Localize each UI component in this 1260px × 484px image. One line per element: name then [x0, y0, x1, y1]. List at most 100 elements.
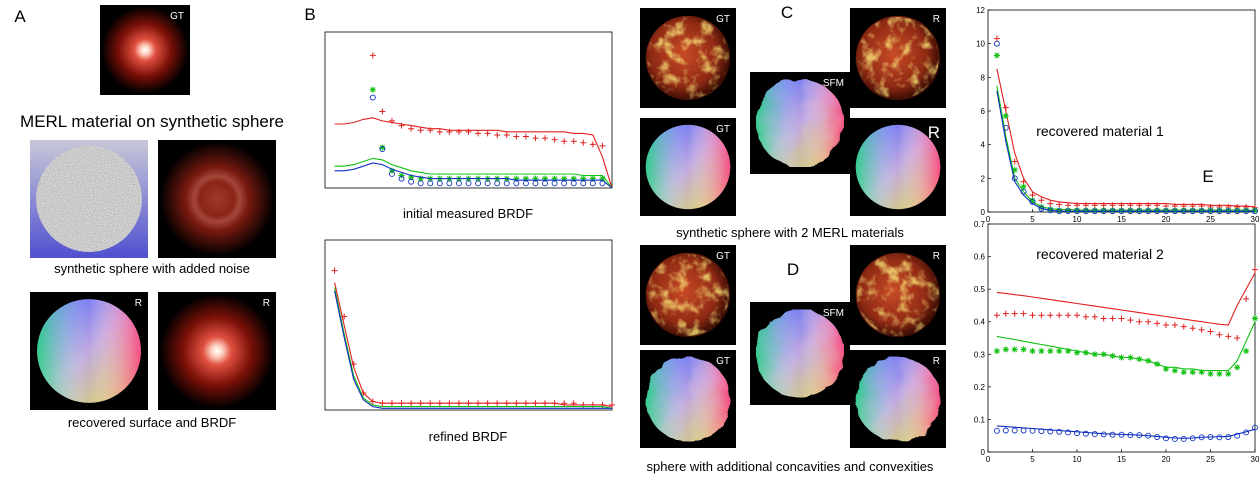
y-tick-label: 0.1 [974, 415, 986, 424]
marker [1029, 348, 1036, 355]
image-tag: R [933, 356, 940, 367]
marker [1091, 431, 1098, 438]
y-tick-label: 0.2 [974, 383, 986, 392]
marker [1091, 202, 1098, 209]
image-tag: GT [716, 356, 730, 367]
marker [1100, 431, 1107, 438]
image-tag: R [135, 298, 142, 309]
y-tick-label: 0 [981, 208, 986, 217]
texture-overlay [857, 17, 939, 99]
marker [475, 130, 482, 137]
image-tag: SFM [823, 308, 844, 319]
marker [1225, 370, 1232, 377]
marker [1145, 208, 1152, 215]
marker [561, 400, 568, 407]
marker [1091, 208, 1098, 215]
marker [1056, 312, 1063, 319]
image [158, 140, 276, 258]
marker [475, 400, 482, 407]
marker [532, 135, 539, 142]
panel-label: C [781, 3, 793, 22]
marker [1163, 365, 1169, 372]
marker [1074, 312, 1080, 319]
marker [1136, 318, 1143, 325]
marker [484, 180, 491, 187]
marker [570, 175, 577, 182]
image: R [30, 292, 148, 410]
marker [1163, 208, 1169, 215]
marker [1118, 207, 1125, 214]
marker [1056, 348, 1063, 355]
marker [1252, 424, 1258, 431]
normal-overlay [37, 299, 141, 403]
marker [1002, 113, 1009, 120]
marker [542, 175, 549, 182]
marker [1047, 348, 1054, 355]
marker [1047, 207, 1054, 214]
marker [1127, 208, 1134, 215]
marker [1216, 331, 1223, 338]
marker [1216, 207, 1223, 214]
marker [993, 40, 1000, 47]
x-tick-label: 15 [1117, 215, 1126, 224]
image [30, 140, 148, 258]
marker [1234, 364, 1241, 371]
marker [1082, 430, 1089, 437]
panel-label: A [14, 7, 26, 26]
panel-label: B [304, 5, 315, 24]
marker [1189, 325, 1196, 332]
y-tick-label: 0.5 [974, 285, 986, 294]
texture-overlay [647, 17, 729, 99]
marker [1029, 427, 1036, 434]
marker [1136, 208, 1143, 215]
marker [408, 174, 415, 181]
series-line [996, 272, 1256, 326]
marker [1189, 207, 1196, 214]
marker [465, 180, 472, 187]
marker [1047, 312, 1054, 319]
marker [350, 361, 357, 368]
marker [408, 400, 415, 407]
marker [417, 400, 424, 407]
marker [513, 400, 520, 407]
marker [1029, 197, 1036, 204]
normal-overlay [645, 124, 731, 210]
marker [1136, 432, 1143, 439]
marker [1118, 202, 1125, 209]
marker [417, 127, 424, 134]
marker [408, 125, 415, 132]
marker [993, 348, 1000, 355]
marker [1252, 266, 1258, 273]
marker [494, 131, 501, 138]
marker [1198, 208, 1205, 215]
marker [1189, 208, 1196, 215]
marker [1243, 348, 1250, 355]
marker [589, 180, 596, 187]
marker [599, 180, 606, 187]
marker [1011, 158, 1018, 165]
marker [341, 313, 348, 320]
image: R [850, 118, 946, 216]
marker [427, 180, 434, 187]
marker [522, 133, 529, 140]
marker [551, 400, 558, 407]
marker [484, 400, 491, 407]
y-tick-label: 0.4 [974, 318, 986, 327]
marker [427, 400, 434, 407]
marker [1065, 202, 1072, 209]
marker [1154, 207, 1161, 214]
caption: recovered surface and BRDF [68, 415, 236, 430]
marker [1154, 208, 1161, 215]
x-tick-label: 10 [1073, 215, 1082, 224]
marker [1154, 320, 1161, 327]
marker [1127, 207, 1134, 214]
marker [446, 400, 453, 407]
marker [1020, 183, 1027, 190]
marker [388, 117, 395, 124]
marker [1065, 207, 1072, 214]
marker [1225, 208, 1232, 215]
marker [1154, 202, 1161, 209]
marker [1047, 200, 1054, 207]
series-line [334, 117, 613, 189]
marker [1011, 175, 1018, 182]
